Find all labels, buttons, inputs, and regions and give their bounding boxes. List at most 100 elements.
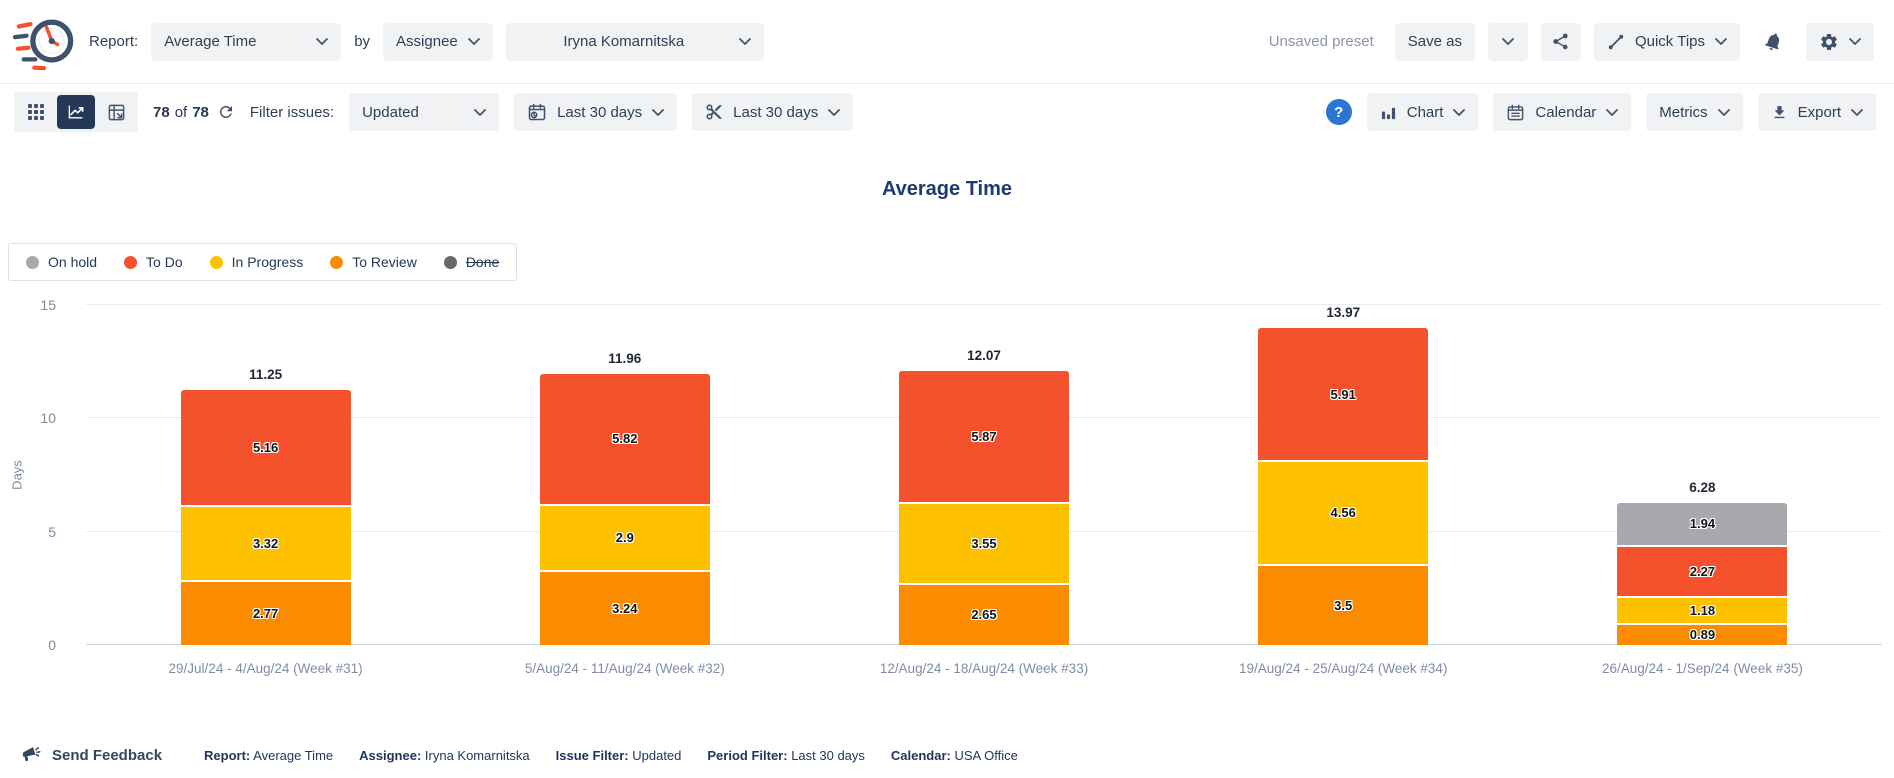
megaphone-icon	[20, 744, 42, 766]
help-button[interactable]: ?	[1325, 99, 1352, 125]
bar-segment-in-progress[interactable]: 3.55	[899, 504, 1069, 585]
calendar-dropdown[interactable]: Calendar	[1493, 93, 1632, 131]
save-as-menu-button[interactable]	[1487, 22, 1528, 61]
y-tick-label: 15	[40, 297, 56, 313]
bar-total-label: 6.28	[1689, 479, 1716, 495]
bar-segment-in-progress[interactable]: 4.56	[1258, 462, 1429, 566]
chevron-down-icon	[1502, 38, 1514, 45]
chart-type-dropdown[interactable]: Chart	[1366, 93, 1479, 131]
calendar-icon	[1506, 103, 1525, 122]
calendar-dropdown-label: Calendar	[1535, 103, 1597, 121]
legend-label: On hold	[48, 254, 98, 270]
chart-area: Days 0 5 10 15 5.16 3.32 2.77 11.25 5.82 2.9 3.24…	[0, 297, 1894, 676]
view-grid-button[interactable]	[17, 95, 55, 129]
chevron-down-icon	[1453, 108, 1466, 116]
stacked-bar[interactable]: 5.87 3.55 2.65	[899, 371, 1069, 645]
segment-value-label: 2.27	[1689, 563, 1716, 579]
segment-value-label: 2.9	[615, 530, 634, 546]
footer-summary: Report: Average Time Assignee: Iryna Koma…	[204, 748, 1018, 763]
bar-total-label: 11.96	[608, 350, 642, 366]
bar-segment-to-do[interactable]: 5.82	[539, 373, 710, 506]
gear-icon	[1819, 32, 1839, 52]
send-feedback-button[interactable]: Send Feedback	[20, 744, 162, 766]
stacked-bar[interactable]: 5.82 2.9 3.24	[539, 373, 710, 645]
stacked-bar[interactable]: 5.16 3.32 2.77	[180, 390, 351, 645]
legend-swatch	[124, 255, 138, 269]
segment-value-label: 4.56	[1330, 505, 1356, 521]
bar-segment-to-do[interactable]: 5.16	[180, 390, 351, 507]
legend-swatch	[26, 255, 39, 269]
bar-segment-in-progress[interactable]: 1.18	[1617, 598, 1788, 625]
scissors-icon	[705, 103, 723, 121]
date-range-dropdown[interactable]: Last 30 days	[514, 93, 678, 131]
download-icon	[1771, 104, 1788, 121]
line-chart-icon	[66, 102, 86, 122]
filter-issues-label: Filter issues:	[249, 103, 335, 121]
gridline	[86, 304, 1882, 305]
legend-swatch	[209, 255, 223, 269]
segment-value-label: 5.87	[971, 429, 997, 445]
legend-item-done[interactable]: Done	[443, 254, 499, 270]
bar-segment-to-review[interactable]: 2.77	[180, 582, 351, 645]
legend-item-on-hold[interactable]: On hold	[26, 254, 97, 270]
bar-segment-to-do[interactable]: 5.91	[1258, 328, 1429, 463]
bar-segment-to-review[interactable]: 2.65	[899, 584, 1069, 645]
view-chart-button[interactable]	[57, 95, 95, 129]
metrics-dropdown[interactable]: Metrics	[1646, 93, 1743, 131]
bar-slot: 1.94 2.27 1.18 0.89 6.28	[1523, 305, 1882, 645]
bar-segment-in-progress[interactable]: 3.32	[180, 506, 351, 583]
settings-button[interactable]	[1806, 22, 1874, 61]
x-axis-label: 26/Aug/24 - 1/Sep/24 (Week #35)	[1601, 661, 1803, 676]
trim-range-dropdown[interactable]: Last 30 days	[692, 93, 854, 131]
chart-title: Average Time	[881, 178, 1013, 200]
segment-value-label: 0.89	[1689, 627, 1716, 643]
legend-item-to-do[interactable]: To Do	[124, 254, 183, 270]
group-by-dropdown[interactable]: Assignee	[383, 22, 493, 61]
stacked-bar[interactable]: 1.94 2.27 1.18 0.89	[1617, 502, 1788, 645]
bar-segment-to-do[interactable]: 5.87	[899, 371, 1069, 505]
issue-count-from: 78	[153, 103, 170, 121]
export-dropdown[interactable]: Export	[1757, 93, 1876, 131]
y-tick-label: 5	[48, 523, 56, 540]
pivot-table-icon	[107, 103, 126, 122]
guided-path-icon	[1607, 33, 1625, 51]
toolbar: 78 of 78 Filter issues: Updated Last 30 …	[0, 84, 1894, 140]
assignee-dropdown[interactable]: Iryna Komarnitska	[505, 22, 764, 61]
save-as-button[interactable]: Save as	[1394, 22, 1475, 61]
issue-filter-dropdown[interactable]: Updated	[349, 93, 500, 131]
chart-legend: On hold To Do In Progress To Review Done	[8, 243, 518, 281]
group-by-value: Assignee	[396, 33, 458, 50]
footer-summary-item: Issue Filter: Updated	[555, 747, 682, 763]
legend-swatch	[443, 255, 457, 269]
notifications-button[interactable]	[1753, 23, 1793, 61]
x-axis-label: 19/Aug/24 - 25/Aug/24 (Week #34)	[1239, 661, 1448, 676]
grid-dots-icon	[27, 103, 45, 121]
quick-tips-button[interactable]: Quick Tips	[1593, 22, 1740, 61]
stacked-bar[interactable]: 5.91 4.56 3.5	[1258, 328, 1429, 645]
bar-segment-to-review[interactable]: 0.89	[1617, 624, 1788, 645]
x-axis-label: 12/Aug/24 - 18/Aug/24 (Week #33)	[879, 661, 1089, 676]
issue-filter-value: Updated	[362, 103, 419, 121]
header-bar: Report: Average Time by Assignee Iryna K…	[0, 0, 1894, 84]
x-axis-labels: 29/Jul/24 - 4/Aug/24 (Week #31) 5/Aug/24 …	[86, 645, 1882, 676]
legend-label: To Review	[352, 254, 417, 270]
refresh-icon[interactable]	[217, 103, 235, 121]
footer-summary-item: Report: Average Time	[204, 747, 334, 763]
x-axis-label: 29/Jul/24 - 4/Aug/24 (Week #31)	[168, 661, 363, 676]
chevron-down-icon	[316, 38, 329, 45]
share-button[interactable]	[1540, 22, 1581, 61]
report-type-dropdown[interactable]: Average Time	[151, 22, 342, 61]
bar-chart-icon	[1380, 104, 1397, 121]
view-pivot-button[interactable]	[97, 95, 135, 129]
bar-segment-on-hold[interactable]: 1.94	[1617, 502, 1788, 547]
legend-item-in-progress[interactable]: In Progress	[209, 254, 303, 270]
legend-item-to-review[interactable]: To Review	[330, 254, 417, 270]
bar-segment-to-review[interactable]: 3.5	[1258, 565, 1429, 645]
bar-segment-to-do[interactable]: 2.27	[1617, 546, 1788, 599]
segment-value-label: 2.65	[971, 607, 997, 623]
legend-swatch	[330, 255, 344, 269]
bar-segment-in-progress[interactable]: 2.9	[539, 505, 710, 572]
bar-segment-to-review[interactable]: 3.24	[539, 571, 710, 645]
calendar-clock-icon	[527, 102, 547, 122]
footer-bar: Send Feedback Report: Average Time Assign…	[0, 732, 1894, 778]
